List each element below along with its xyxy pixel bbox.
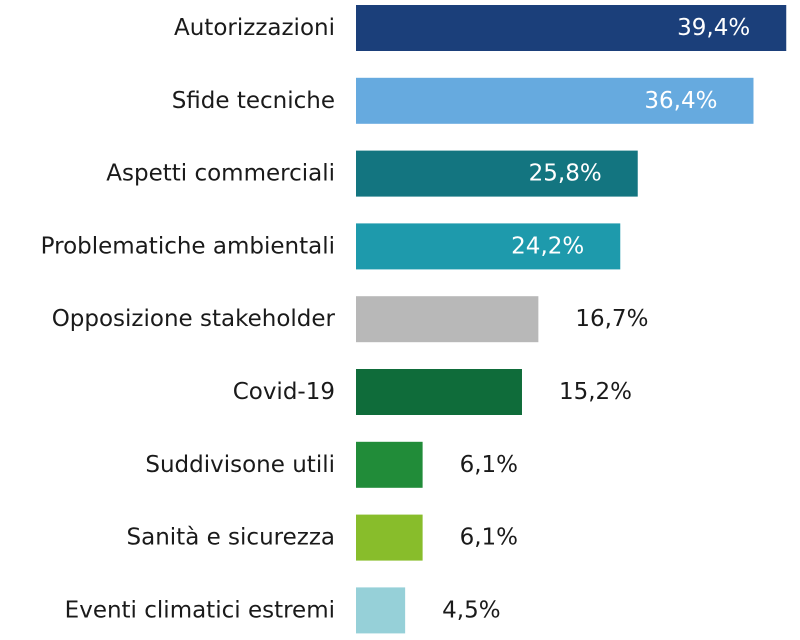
data-label: 16,7% (575, 306, 648, 332)
data-label: 39,4% (677, 15, 750, 41)
category-label: Problematiche ambientali (41, 233, 335, 259)
bar (356, 441, 423, 488)
data-label: 15,2% (559, 379, 632, 405)
bar (356, 514, 423, 561)
category-label: Autorizzazioni (174, 15, 335, 41)
category-label: Aspetti commerciali (106, 161, 335, 187)
category-label: Suddivisone utili (145, 452, 335, 478)
bar (356, 296, 539, 343)
category-label: Sanità e sicurezza (127, 525, 335, 551)
bar (356, 77, 754, 124)
category-label: Opposizione stakeholder (52, 306, 336, 332)
bar (356, 369, 522, 415)
category-label: Eventi climatici estremi (65, 597, 335, 623)
data-label: 24,2% (511, 233, 584, 259)
bar (356, 587, 406, 634)
data-label: 6,1% (460, 452, 518, 478)
data-label: 36,4% (644, 88, 717, 114)
bar (356, 150, 638, 197)
category-label: Sfide tecniche (172, 88, 335, 114)
category-label: Covid-19 (233, 379, 335, 405)
data-label: 4,5% (442, 597, 500, 623)
bar (356, 223, 621, 270)
data-label: 6,1% (460, 525, 518, 551)
data-label: 25,8% (529, 161, 602, 187)
bar (356, 5, 787, 51)
